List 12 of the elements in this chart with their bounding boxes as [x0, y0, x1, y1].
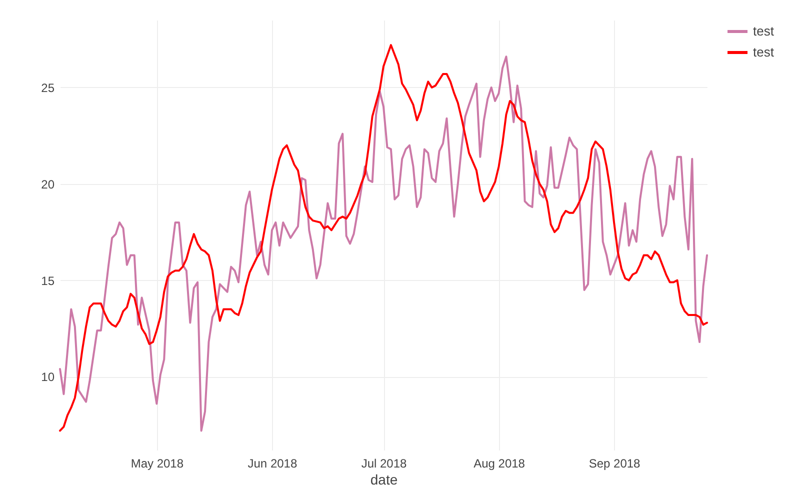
x-tick-label: Sep 2018: [588, 456, 641, 470]
x-tick-label: Jun 2018: [248, 456, 298, 470]
legend-label: test: [753, 24, 774, 38]
y-tick-label: 20: [41, 177, 55, 192]
y-tick-label: 25: [41, 80, 55, 95]
x-axis-title: date: [370, 472, 398, 488]
x-tick-label: Jul 2018: [361, 456, 408, 470]
legend-label: test: [753, 44, 774, 60]
y-tick-label: 10: [41, 370, 55, 384]
x-tick-label: May 2018: [130, 456, 184, 470]
y-tick-label: 15: [41, 274, 55, 288]
x-tick-label: Aug 2018: [474, 456, 526, 470]
